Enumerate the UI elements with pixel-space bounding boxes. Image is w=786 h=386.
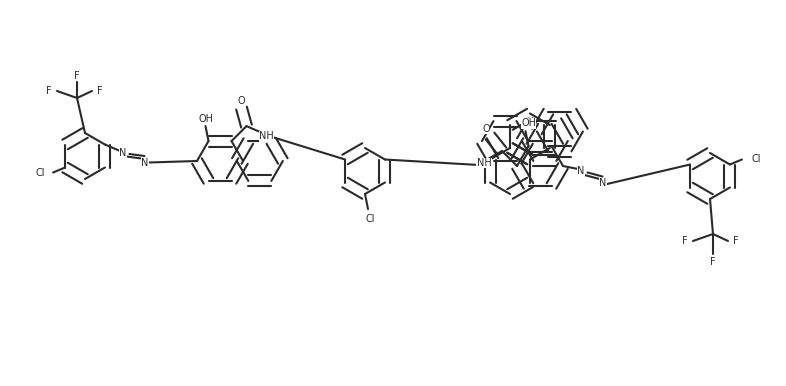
Text: N: N [577,166,585,176]
Text: Cl: Cl [35,169,45,178]
Text: N: N [141,157,149,168]
Text: F: F [74,71,80,81]
Text: Cl: Cl [751,154,761,164]
Text: F: F [682,236,688,246]
Text: NH: NH [259,131,274,141]
Text: O: O [482,124,490,134]
Text: NH: NH [476,158,491,168]
Text: O: O [237,96,245,106]
Text: F: F [711,257,716,267]
Text: N: N [599,178,607,188]
Text: Cl: Cl [365,214,375,224]
Text: F: F [97,86,103,96]
Text: OH: OH [198,114,213,124]
Text: N: N [119,147,127,157]
Text: OH: OH [521,118,536,128]
Text: F: F [733,236,739,246]
Text: F: F [46,86,52,96]
